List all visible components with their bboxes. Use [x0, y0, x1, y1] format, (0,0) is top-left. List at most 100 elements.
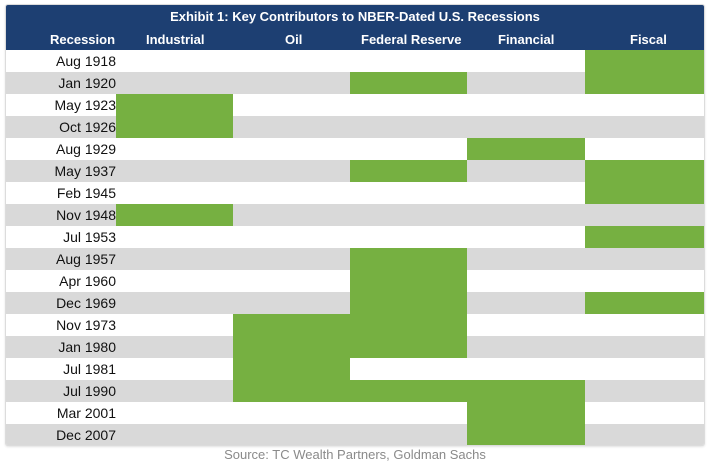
table-row: Nov 1948	[6, 204, 704, 226]
cell-financial-empty	[467, 116, 585, 138]
cell-fiscal-contributor	[585, 226, 704, 248]
cell-oil-empty	[233, 292, 350, 314]
cell-industrial-empty	[116, 226, 233, 248]
cell-oil-empty	[233, 402, 350, 424]
cell-federal-reserve-empty	[350, 204, 467, 226]
cell-fiscal-contributor	[585, 292, 704, 314]
cell-industrial-empty	[116, 138, 233, 160]
cell-oil-contributor	[233, 358, 350, 380]
cell-industrial-contributor	[116, 116, 233, 138]
table-row: May 1937	[6, 160, 704, 182]
cell-fiscal-empty	[585, 424, 704, 445]
cell-federal-reserve-contributor	[350, 314, 467, 336]
cell-financial-contributor	[467, 138, 585, 160]
recession-date-label: Feb 1945	[56, 185, 116, 201]
table-row: Aug 1929	[6, 138, 704, 160]
chart-title: Exhibit 1: Key Contributors to NBER-Date…	[6, 5, 704, 29]
cell-financial-empty	[467, 358, 585, 380]
recession-grid: Aug 1918 Jan 1920 May 1923 Oct 1926 Aug 1929…	[6, 50, 704, 445]
column-header-industrial: Industrial	[146, 32, 205, 47]
cell-federal-reserve-empty	[350, 424, 467, 445]
cell-financial-contributor	[467, 424, 585, 445]
cell-industrial-empty	[116, 424, 233, 445]
cell-financial-empty	[467, 336, 585, 358]
recession-date-label: Aug 1957	[56, 251, 116, 267]
cell-industrial-empty	[116, 248, 233, 270]
cell-industrial-contributor	[116, 94, 233, 116]
recession-date-label: Nov 1948	[56, 207, 116, 223]
cell-federal-reserve-empty	[350, 358, 467, 380]
cell-federal-reserve-empty	[350, 138, 467, 160]
cell-financial-empty	[467, 72, 585, 94]
cell-oil-contributor	[233, 336, 350, 358]
table-row: Dec 1969	[6, 292, 704, 314]
cell-financial-empty	[467, 226, 585, 248]
table-row: Nov 1973	[6, 314, 704, 336]
recession-date-label: Aug 1918	[56, 53, 116, 69]
table-row: Aug 1957	[6, 248, 704, 270]
cell-federal-reserve-empty	[350, 50, 467, 72]
cell-oil-empty	[233, 94, 350, 116]
cell-fiscal-empty	[585, 138, 704, 160]
cell-financial-empty	[467, 270, 585, 292]
cell-industrial-empty	[116, 380, 233, 402]
cell-oil-contributor	[233, 314, 350, 336]
cell-industrial-empty	[116, 160, 233, 182]
cell-fiscal-empty	[585, 358, 704, 380]
cell-financial-empty	[467, 248, 585, 270]
cell-federal-reserve-empty	[350, 116, 467, 138]
table-row: Oct 1926	[6, 116, 704, 138]
recession-date-label: May 1923	[54, 97, 116, 113]
cell-industrial-empty	[116, 270, 233, 292]
cell-financial-contributor	[467, 380, 585, 402]
column-header-fiscal: Fiscal	[630, 32, 667, 47]
cell-federal-reserve-empty	[350, 182, 467, 204]
table-row: Jul 1990	[6, 380, 704, 402]
cell-fiscal-contributor	[585, 50, 704, 72]
cell-oil-empty	[233, 116, 350, 138]
recession-date-label: Aug 1929	[56, 141, 116, 157]
recession-date-label: Nov 1973	[56, 317, 116, 333]
cell-federal-reserve-contributor	[350, 336, 467, 358]
cell-industrial-empty	[116, 358, 233, 380]
source-note: Source: TC Wealth Partners, Goldman Sach…	[224, 447, 486, 462]
cell-fiscal-empty	[585, 116, 704, 138]
cell-financial-empty	[467, 204, 585, 226]
cell-industrial-empty	[116, 336, 233, 358]
recession-date-label: Jan 1980	[58, 339, 116, 355]
table-row: Jan 1920	[6, 72, 704, 94]
recession-date-label: Jul 1990	[63, 383, 116, 399]
column-header-federal-reserve: Federal Reserve	[361, 32, 462, 47]
recession-date-label: Mar 2001	[56, 405, 116, 421]
cell-financial-empty	[467, 182, 585, 204]
cell-industrial-empty	[116, 182, 233, 204]
column-header-oil: Oil	[285, 32, 303, 47]
cell-industrial-empty	[116, 292, 233, 314]
table-row: Aug 1918	[6, 50, 704, 72]
cell-federal-reserve-contributor	[350, 248, 467, 270]
table-row: Jul 1953	[6, 226, 704, 248]
cell-oil-empty	[233, 182, 350, 204]
cell-federal-reserve-contributor	[350, 292, 467, 314]
column-header-financial: Financial	[498, 32, 555, 47]
cell-oil-empty	[233, 50, 350, 72]
cell-industrial-empty	[116, 72, 233, 94]
table-row: Feb 1945	[6, 182, 704, 204]
table-row: Dec 2007	[6, 424, 704, 445]
cell-federal-reserve-empty	[350, 402, 467, 424]
cell-oil-empty	[233, 204, 350, 226]
cell-oil-empty	[233, 270, 350, 292]
recession-date-label: Jan 1920	[58, 75, 116, 91]
recession-date-label: Dec 2007	[56, 427, 116, 443]
cell-oil-empty	[233, 160, 350, 182]
cell-oil-empty	[233, 226, 350, 248]
cell-oil-empty	[233, 248, 350, 270]
cell-federal-reserve-empty	[350, 94, 467, 116]
cell-financial-empty	[467, 94, 585, 116]
cell-fiscal-empty	[585, 380, 704, 402]
cell-fiscal-empty	[585, 336, 704, 358]
cell-fiscal-empty	[585, 248, 704, 270]
cell-financial-empty	[467, 292, 585, 314]
cell-financial-empty	[467, 50, 585, 72]
recession-date-label: Jul 1981	[63, 361, 116, 377]
